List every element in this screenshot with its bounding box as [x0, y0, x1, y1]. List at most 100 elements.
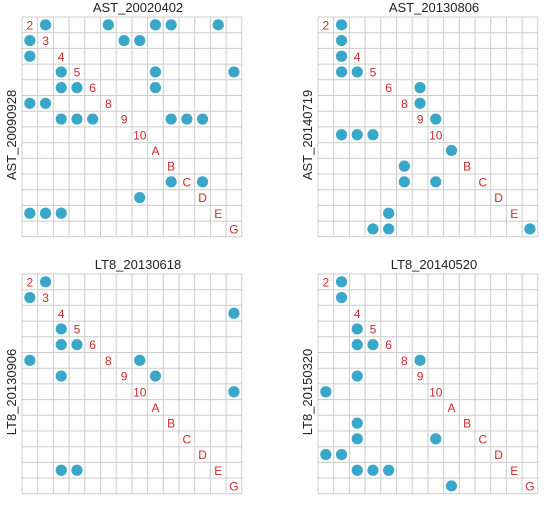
diagonal-label: E	[214, 207, 222, 221]
diagonal-label: E	[510, 464, 518, 478]
diagonal-label: 4	[354, 50, 361, 64]
diagonal-label: C	[479, 432, 488, 446]
diagonal-label: G	[525, 479, 534, 493]
data-point	[335, 34, 348, 47]
data-point	[383, 223, 395, 235]
diagonal-label: 10	[429, 385, 443, 399]
panel-title: LT8_20130618	[95, 257, 182, 272]
diagonal-label: 2	[323, 275, 330, 289]
data-point	[196, 176, 209, 188]
grid	[317, 16, 539, 238]
diagonal-label: 6	[385, 81, 392, 95]
diagonal-label: 5	[74, 322, 81, 336]
data-point	[71, 464, 83, 476]
data-point	[320, 386, 332, 398]
data-point	[430, 433, 442, 445]
data-point	[196, 113, 209, 125]
data-point	[118, 34, 130, 47]
diagonal-label: 2	[27, 18, 34, 32]
data-point	[39, 19, 52, 31]
data-point	[102, 19, 114, 31]
data-point	[55, 113, 67, 125]
diagonal-label: 8	[401, 354, 408, 368]
data-point	[320, 448, 332, 461]
diagonal-label: G	[229, 222, 238, 236]
data-point	[335, 129, 348, 141]
diagonal-label: 4	[58, 307, 65, 321]
data-point	[134, 191, 146, 204]
diagonal-label: B	[463, 160, 471, 174]
data-point	[228, 66, 240, 78]
panel-lt8-20140520: LT8_20140520 LT8_20150320 234568910ABCDE…	[300, 257, 539, 495]
diagonal-label: 3	[42, 291, 49, 305]
data-point	[24, 50, 36, 62]
diagonal-label: 9	[417, 370, 424, 384]
diagonal-label: 6	[89, 338, 96, 352]
grid	[21, 273, 243, 495]
data-point	[335, 19, 348, 31]
data-point	[71, 339, 83, 351]
diagonal-label: A	[447, 401, 455, 415]
diagonal-label: 2	[323, 18, 330, 32]
diagonal-label: E	[510, 207, 518, 221]
data-point	[351, 66, 363, 78]
diagonal-label: 6	[89, 81, 96, 95]
diagonal-label: B	[167, 160, 175, 174]
diagonal-label: 6	[385, 338, 392, 352]
data-point	[335, 448, 348, 461]
panel-ylabel: LT8_20150320	[300, 349, 315, 436]
data-point	[367, 464, 379, 476]
diagonal-label: B	[463, 417, 471, 431]
diagonal-label: C	[479, 175, 488, 189]
data-point	[335, 66, 348, 78]
panel-title: AST_20020402	[93, 0, 183, 15]
data-point	[351, 464, 363, 476]
diagonal-label: 10	[429, 128, 443, 142]
data-point	[149, 82, 162, 94]
data-point	[39, 276, 52, 288]
data-point	[414, 82, 426, 94]
data-point	[55, 339, 67, 351]
data-point	[445, 480, 458, 492]
data-point	[87, 113, 99, 125]
data-point	[165, 176, 177, 188]
data-point	[335, 50, 348, 62]
data-point	[430, 176, 442, 188]
data-point	[24, 354, 36, 366]
data-point	[398, 160, 410, 172]
data-point	[228, 386, 240, 398]
data-point	[367, 129, 379, 141]
data-point	[55, 207, 67, 219]
diagonal-label: C	[183, 432, 192, 446]
diagonal-label: 4	[58, 50, 65, 64]
diagonal-label: D	[494, 448, 503, 462]
data-point	[181, 113, 193, 125]
data-point	[55, 66, 67, 78]
data-point	[351, 370, 363, 382]
data-point	[335, 276, 348, 288]
panel-ast-20130806: AST_20130806 AST_20140719 234568910ABCDE…	[300, 0, 539, 238]
diagonal-label: A	[151, 401, 159, 415]
data-point	[55, 82, 67, 94]
data-point	[367, 223, 379, 235]
data-point	[351, 129, 363, 141]
data-point	[149, 66, 162, 78]
diagonal-label: 5	[370, 65, 377, 79]
data-point	[335, 291, 348, 304]
data-point	[351, 323, 363, 335]
panel-ylabel: AST_20090928	[4, 90, 19, 180]
diagonal-label: G	[229, 479, 238, 493]
data-point	[134, 34, 146, 47]
diagonal-label: 9	[121, 113, 128, 127]
diagonal-label: C	[183, 175, 192, 189]
data-point	[367, 339, 379, 351]
data-point	[55, 370, 67, 382]
data-point	[351, 417, 363, 429]
data-point	[212, 19, 224, 31]
diagonal-label: 8	[401, 97, 408, 111]
data-point	[24, 207, 36, 219]
diagonal-label: 5	[74, 65, 81, 79]
data-point	[228, 307, 240, 319]
